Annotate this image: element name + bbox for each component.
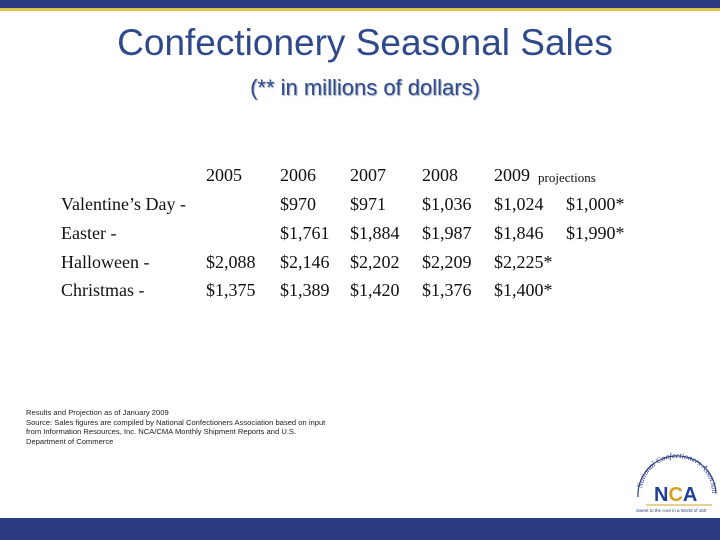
cell-christmas-2005: $1,375 [206, 280, 256, 300]
header-2005: 2005 [206, 165, 242, 185]
row-label-valentines: Valentine’s Day - [61, 194, 186, 214]
cell-valentines-2008: $1,036 [422, 194, 472, 214]
header-2007: 2007 [350, 165, 386, 185]
page-subtitle: (** in millions of dollars) [250, 75, 480, 100]
header-projections: projections [538, 170, 596, 185]
cell-valentines-projection: $1,000* [566, 194, 625, 214]
cell-halloween-2009: $2,225* [494, 252, 553, 272]
cell-halloween-2006: $2,146 [280, 252, 330, 272]
cell-easter-2007: $1,884 [350, 223, 400, 243]
logo-tagline: Sweet to the core in a World of 150 [636, 508, 707, 513]
cell-easter-projection: $1,990* [566, 223, 625, 243]
nca-logo: National Confectioners Association NCA [632, 437, 718, 506]
header-2006: 2006 [280, 165, 316, 185]
cell-easter-2008: $1,987 [422, 223, 472, 243]
cell-christmas-2009: $1,400* [494, 280, 553, 300]
cell-christmas-2006: $1,389 [280, 280, 330, 300]
page-title: Confectionery Seasonal Sales [117, 22, 613, 63]
cell-halloween-2005: $2,088 [206, 252, 256, 272]
cell-easter-2009: $1,846 [494, 223, 544, 243]
row-label-halloween: Halloween - [61, 252, 150, 272]
header-2009: 2009 [494, 165, 530, 185]
bottom-band [0, 518, 720, 540]
logo-nca-text: NCA [654, 484, 697, 506]
cell-valentines-2009: $1,024 [494, 194, 544, 214]
cell-valentines-2006: $970 [280, 194, 316, 214]
top-band-accent [0, 8, 720, 11]
cell-christmas-2007: $1,420 [350, 280, 400, 300]
cell-halloween-2008: $2,209 [422, 252, 472, 272]
footnote-text: Results and Projection as of January 200… [26, 408, 326, 446]
footnote: Results and Projection as of January 200… [26, 408, 336, 446]
cell-halloween-2007: $2,202 [350, 252, 400, 272]
cell-christmas-2008: $1,376 [422, 280, 472, 300]
row-label-christmas: Christmas - [61, 280, 145, 300]
header-2008: 2008 [422, 165, 458, 185]
top-band [0, 0, 720, 8]
cell-easter-2006: $1,761 [280, 223, 330, 243]
cell-valentines-2007: $971 [350, 194, 386, 214]
row-label-easter: Easter - [61, 223, 117, 243]
